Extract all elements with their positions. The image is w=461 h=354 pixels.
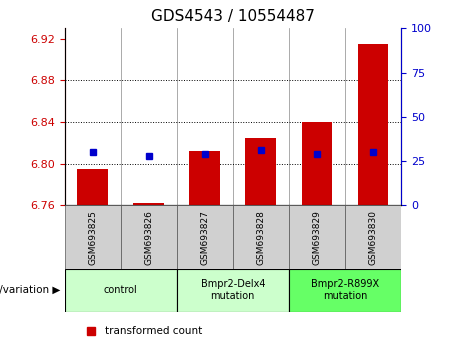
Bar [121, 205, 177, 269]
Title: GDS4543 / 10554487: GDS4543 / 10554487 [151, 9, 315, 24]
Text: GSM693828: GSM693828 [256, 210, 266, 265]
Bar [301, 122, 332, 205]
Bar [77, 169, 108, 205]
Bar [289, 205, 345, 269]
Bar [65, 205, 121, 269]
Text: GSM693826: GSM693826 [144, 210, 153, 265]
Bar [177, 205, 233, 269]
Text: GSM693825: GSM693825 [88, 210, 97, 265]
Text: Bmpr2-Delx4
mutation: Bmpr2-Delx4 mutation [201, 279, 265, 301]
Bar [177, 269, 289, 312]
Text: GSM693830: GSM693830 [368, 210, 378, 265]
Text: transformed count: transformed count [105, 326, 202, 336]
Bar [65, 269, 177, 312]
Bar [245, 138, 276, 205]
Text: genotype/variation ▶: genotype/variation ▶ [0, 285, 60, 295]
Text: control: control [104, 285, 137, 295]
Bar [358, 44, 389, 205]
Text: GSM693827: GSM693827 [200, 210, 209, 265]
Bar [133, 203, 164, 205]
Text: Bmpr2-R899X
mutation: Bmpr2-R899X mutation [311, 279, 379, 301]
Bar [233, 205, 289, 269]
Bar [345, 205, 401, 269]
Text: GSM693829: GSM693829 [313, 210, 321, 265]
Bar [189, 151, 220, 205]
Bar [289, 269, 401, 312]
